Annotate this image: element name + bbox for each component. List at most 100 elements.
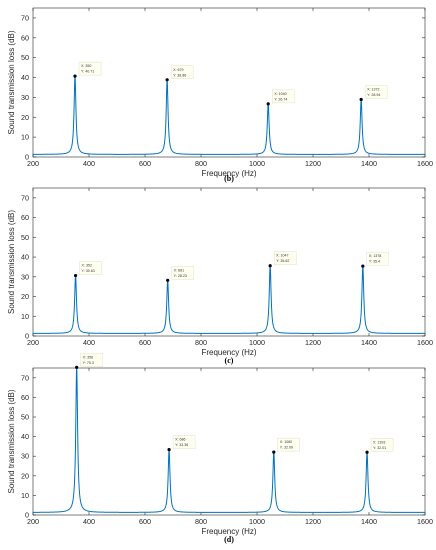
datatip-y-label: Y: 26.74 xyxy=(274,97,287,101)
peak-marker xyxy=(75,365,79,370)
y-tick-label: 40 xyxy=(21,253,29,262)
x-tick-label: 800 xyxy=(195,338,207,347)
stl-curve xyxy=(33,368,425,513)
datatip-x-label: X: 352 xyxy=(82,264,92,268)
y-tick-label: 50 xyxy=(21,233,29,242)
y-tick-label: 60 xyxy=(21,213,29,222)
x-tick-label: 1000 xyxy=(249,517,265,526)
y-tick-label: 30 xyxy=(21,452,29,461)
y-tick-label: 50 xyxy=(21,53,29,62)
datatip-box xyxy=(366,251,390,266)
peak-datatip[interactable]: X: 1378 Y: 35.4 xyxy=(361,251,390,268)
x-tick-label: 400 xyxy=(83,159,95,168)
x-tick-label: 1600 xyxy=(417,338,433,347)
datatip-y-label: Y: 30.63 xyxy=(82,269,95,273)
datatip-box xyxy=(272,89,295,104)
y-axis-label: Sound transmission loss (dB) xyxy=(7,210,16,314)
datatip-box xyxy=(79,261,102,275)
peak-marker xyxy=(166,278,170,282)
x-tick-label: 600 xyxy=(139,338,151,347)
x-tick-label: 800 xyxy=(195,159,207,168)
peak-marker xyxy=(165,78,169,82)
datatip-x-label: X: 356 xyxy=(83,355,93,359)
y-tick-label: 60 xyxy=(21,393,29,402)
stl-curve xyxy=(33,76,425,155)
peak-marker xyxy=(359,97,363,102)
y-tick-label: 70 xyxy=(21,193,29,202)
y-tick-label: 70 xyxy=(21,13,29,22)
y-tick-label: 40 xyxy=(21,73,29,82)
y-tick-label: 10 xyxy=(21,312,29,321)
datatip-x-label: X: 1372 xyxy=(367,88,379,92)
peak-marker xyxy=(365,450,369,454)
datatip-y-label: Y: 35.4 xyxy=(369,260,380,264)
y-tick-label: 20 xyxy=(21,292,29,301)
x-tick-label: 200 xyxy=(27,159,39,168)
datatip-x-label: X: 1060 xyxy=(280,440,292,444)
datatip-box xyxy=(80,353,103,367)
datatip-box xyxy=(170,65,194,79)
datatip-box xyxy=(78,61,102,76)
datatip-y-label: Y: 32.09 xyxy=(280,446,293,450)
y-tick-label: 10 xyxy=(21,491,29,500)
datatip-y-label: Y: 35.62 xyxy=(276,259,289,263)
peak-datatip[interactable]: X: 350 Y: 40.71 xyxy=(73,61,102,78)
x-tick-label: 400 xyxy=(83,517,95,526)
x-tick-label: 800 xyxy=(195,517,207,526)
peak-datatip[interactable]: X: 356 Y: 75.3 xyxy=(75,353,103,370)
y-tick-label: 30 xyxy=(21,93,29,102)
peak-marker xyxy=(266,102,270,106)
peak-datatip[interactable]: X: 681 Y: 28.23 xyxy=(166,266,194,282)
x-tick-label: 1000 xyxy=(249,159,265,168)
y-tick-label: 0 xyxy=(25,511,29,520)
subfigure-caption: (d) xyxy=(224,535,234,544)
peak-marker xyxy=(167,448,171,452)
y-axis-label: Sound transmission loss (dB) xyxy=(7,389,16,493)
datatip-box xyxy=(171,266,194,280)
x-tick-label: 1400 xyxy=(361,159,377,168)
y-tick-label: 20 xyxy=(21,471,29,480)
datatip-x-label: X: 679 xyxy=(173,68,183,72)
y-tick-label: 30 xyxy=(21,272,29,281)
peak-marker xyxy=(361,264,365,268)
x-axis-label: Frequency (Hz) xyxy=(201,348,256,357)
datatip-box xyxy=(172,435,196,449)
x-tick-label: 1200 xyxy=(305,338,321,347)
x-tick-label: 1600 xyxy=(417,159,433,168)
y-tick-label: 10 xyxy=(21,133,29,142)
x-tick-label: 1400 xyxy=(361,338,377,347)
chart-panel-2: 200 400 600 800 1000 1200 1400 1600 0 10 20 30 40 50 6… xyxy=(7,187,433,365)
x-tick-label: 1400 xyxy=(361,517,377,526)
peak-datatip[interactable]: X: 1060 Y: 32.09 xyxy=(272,437,300,454)
datatip-box xyxy=(277,437,300,452)
x-tick-label: 1600 xyxy=(417,517,433,526)
datatip-y-label: Y: 28.94 xyxy=(367,93,380,97)
datatip-box xyxy=(364,85,388,99)
y-tick-label: 50 xyxy=(21,413,29,422)
y-tick-label: 0 xyxy=(25,332,29,341)
datatip-box xyxy=(273,251,297,265)
datatip-x-label: X: 686 xyxy=(175,438,185,442)
peak-marker xyxy=(73,273,78,278)
x-tick-label: 600 xyxy=(139,517,151,526)
peak-datatip[interactable]: X: 1393 Y: 32.01 xyxy=(365,438,394,454)
datatip-y-label: Y: 32.01 xyxy=(373,446,386,450)
y-tick-label: 60 xyxy=(21,33,29,42)
datatip-x-label: X: 1378 xyxy=(369,254,381,258)
plot-area xyxy=(32,367,426,516)
y-tick-label: 70 xyxy=(21,373,29,382)
datatip-x-label: X: 1047 xyxy=(276,254,288,258)
stl-curve xyxy=(33,265,425,334)
y-axis-label: Sound transmission loss (dB) xyxy=(7,30,16,134)
x-axis-label: Frequency (Hz) xyxy=(201,169,256,178)
subfigure-caption: (c) xyxy=(225,356,234,365)
datatip-y-label: Y: 33.36 xyxy=(175,443,188,447)
plot-area xyxy=(32,7,426,158)
